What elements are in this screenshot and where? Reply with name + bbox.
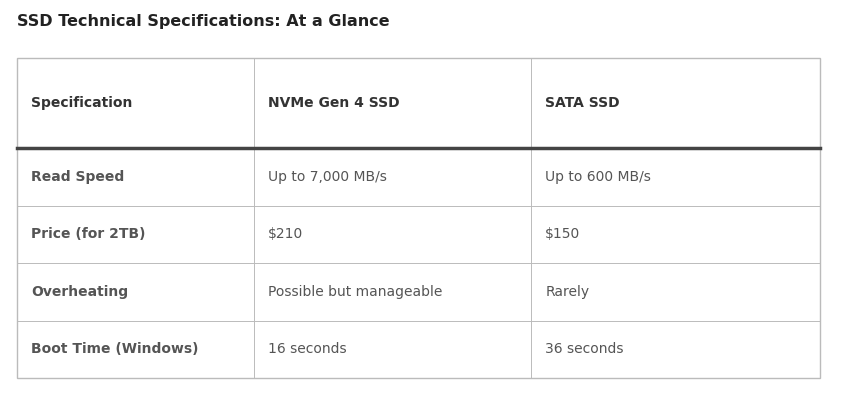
Text: Up to 7,000 MB/s: Up to 7,000 MB/s xyxy=(269,170,387,184)
Text: Overheating: Overheating xyxy=(31,285,129,299)
Text: Rarely: Rarely xyxy=(546,285,589,299)
Text: $210: $210 xyxy=(269,227,304,241)
Text: 36 seconds: 36 seconds xyxy=(546,342,624,356)
Text: SSD Technical Specifications: At a Glance: SSD Technical Specifications: At a Glanc… xyxy=(17,14,390,29)
Text: Read Speed: Read Speed xyxy=(31,170,125,184)
Text: Boot Time (Windows): Boot Time (Windows) xyxy=(31,342,199,356)
Text: Up to 600 MB/s: Up to 600 MB/s xyxy=(546,170,651,184)
Text: Possible but manageable: Possible but manageable xyxy=(269,285,443,299)
Text: $150: $150 xyxy=(546,227,581,241)
Text: 16 seconds: 16 seconds xyxy=(269,342,347,356)
Text: Price (for 2TB): Price (for 2TB) xyxy=(31,227,146,241)
Text: Specification: Specification xyxy=(31,96,133,110)
Text: SATA SSD: SATA SSD xyxy=(546,96,620,110)
Text: NVMe Gen 4 SSD: NVMe Gen 4 SSD xyxy=(269,96,400,110)
